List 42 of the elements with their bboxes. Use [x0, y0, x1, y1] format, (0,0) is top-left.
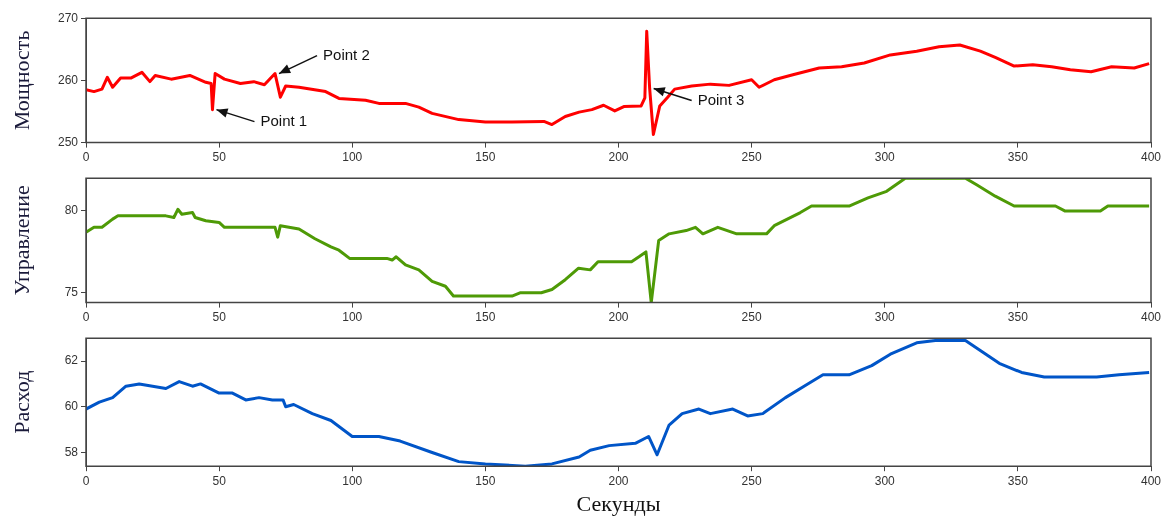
y-tick-label: 58 — [64, 444, 79, 459]
annotation: Point 2 — [323, 45, 370, 63]
x-tick-label: 300 — [874, 150, 896, 165]
x-tick-label: 50 — [212, 150, 227, 165]
x-tick-label: 50 — [212, 473, 227, 488]
y-tick-label: 260 — [57, 72, 79, 87]
x-tick-label: 300 — [874, 310, 896, 325]
x-tick-label: 250 — [741, 150, 762, 165]
x-tick-label: 0 — [82, 150, 90, 165]
x-tick-label: 0 — [82, 473, 90, 488]
y-tick-label: 270 — [57, 10, 79, 25]
y-tick-label: 75 — [64, 285, 79, 300]
x-tick-label: 250 — [741, 310, 762, 325]
y-tick-label: 250 — [57, 134, 79, 149]
annotation: Point 3 — [697, 90, 745, 108]
x-tick-label: 100 — [342, 310, 363, 325]
x-tick-label: 400 — [1140, 310, 1162, 325]
x-tick-label: 0 — [82, 310, 90, 325]
x-tick-label: 300 — [874, 473, 896, 488]
x-tick-label: 200 — [608, 473, 629, 488]
x-tick-label: 50 — [212, 310, 227, 325]
x-tick-label: 150 — [475, 310, 496, 325]
x-tick-label: 150 — [475, 473, 496, 488]
y-axis-title: Мощность — [8, 30, 34, 131]
x-tick-label: 200 — [608, 150, 629, 165]
x-axis-title: Секунды — [576, 490, 661, 516]
y-axis-title: Управление — [8, 185, 34, 296]
x-tick-label: 400 — [1140, 150, 1162, 165]
y-axis-title: Расход — [8, 370, 34, 434]
x-tick-label: 400 — [1140, 473, 1162, 488]
y-tick-label: 80 — [64, 203, 79, 218]
x-tick-label: 350 — [1007, 310, 1029, 325]
annotation: Point 1 — [260, 111, 308, 129]
x-tick-label: 200 — [608, 310, 629, 325]
x-tick-label: 150 — [475, 150, 496, 165]
x-tick-label: 350 — [1007, 473, 1029, 488]
y-tick-label: 62 — [64, 353, 79, 368]
x-tick-label: 350 — [1007, 150, 1029, 165]
x-tick-label: 100 — [342, 150, 363, 165]
x-tick-label: 100 — [342, 473, 363, 488]
x-tick-label: 250 — [741, 473, 762, 488]
y-tick-label: 60 — [64, 399, 79, 414]
